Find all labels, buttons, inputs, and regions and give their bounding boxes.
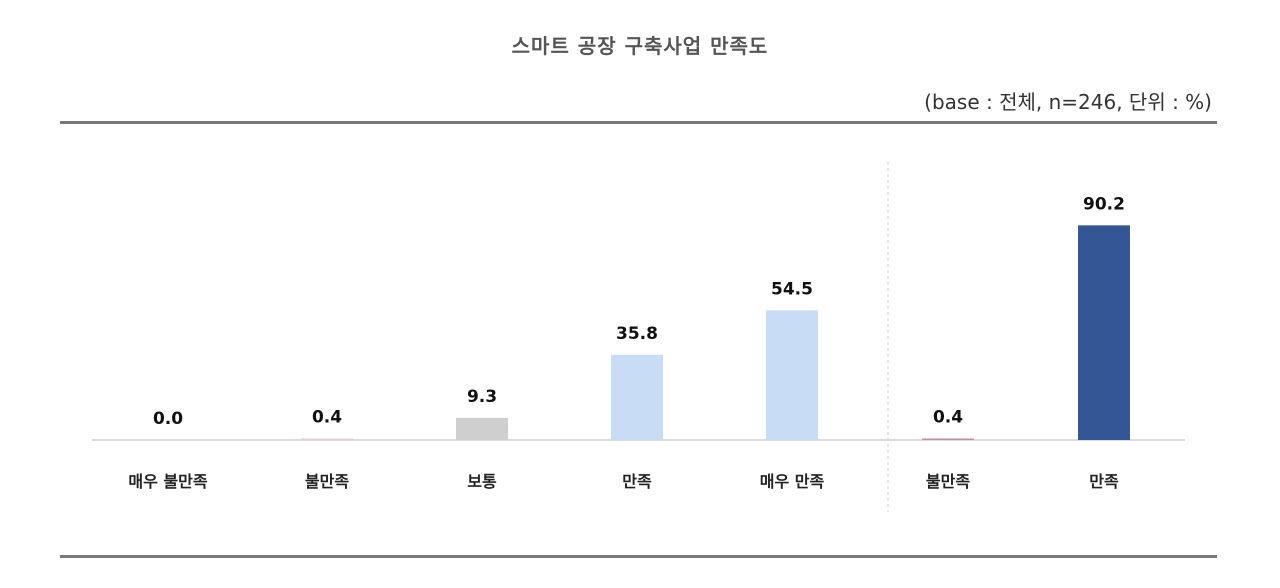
bar (922, 438, 974, 440)
category-label: 만족 (622, 472, 652, 491)
bar-value-label: 35.8 (616, 324, 658, 344)
bar (301, 438, 353, 440)
category-label: 만족 (1089, 472, 1119, 491)
category-label: 불만족 (305, 472, 349, 491)
category-label: 매우 만족 (760, 472, 825, 491)
bar (456, 417, 508, 440)
category-label: 보통 (467, 472, 497, 491)
bar (766, 310, 818, 440)
top-rule (60, 121, 1217, 124)
chart-title: 스마트 공장 구축사업 만족도 (511, 34, 769, 58)
bar (1078, 225, 1130, 440)
bar-value-label: 54.5 (771, 279, 813, 299)
bar-value-label: 0.4 (312, 408, 342, 428)
bottom-rule (60, 555, 1217, 558)
bar-value-label: 0.0 (153, 409, 183, 429)
category-label: 불만족 (926, 472, 970, 491)
bar-value-label: 9.3 (467, 387, 497, 407)
bar-value-label: 0.4 (933, 408, 963, 428)
bar (611, 354, 663, 440)
bar-value-label: 90.2 (1083, 194, 1125, 214)
base-note: (base : 전체, n=246, 단위 : %) (924, 90, 1212, 114)
category-label: 매우 불만족 (128, 472, 207, 491)
